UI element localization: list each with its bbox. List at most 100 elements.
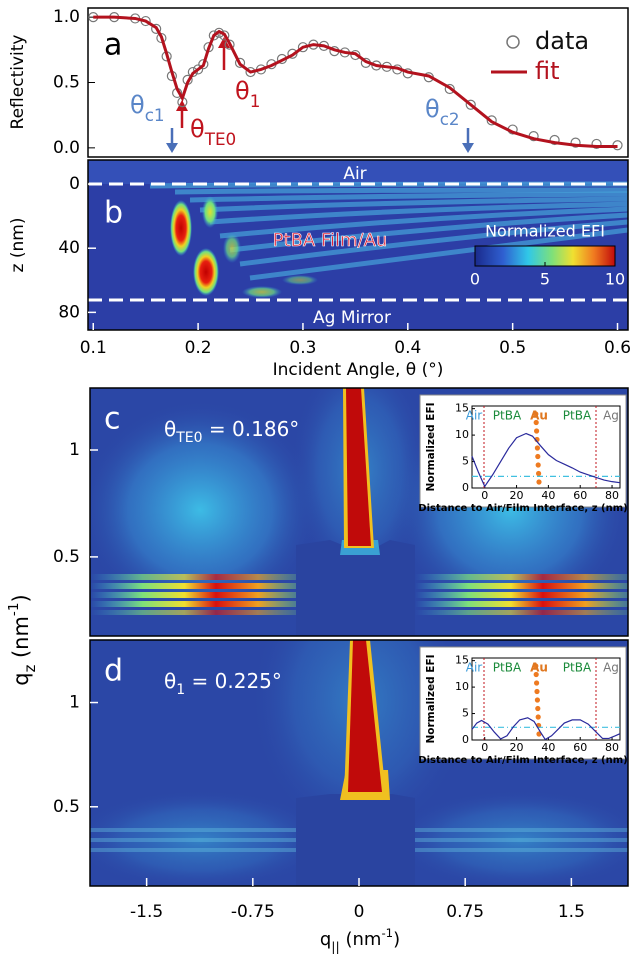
- y-axis-label: qz (nm-1): [6, 594, 39, 686]
- x-tick-label: 0.2: [185, 338, 212, 358]
- annotation: θ1 = 0.225°: [164, 669, 282, 699]
- annotation-part: c1: [145, 105, 165, 125]
- colorbar-tick-label: 0: [470, 270, 480, 289]
- x-tick-label: 1.5: [558, 902, 585, 922]
- au-dot: [535, 714, 541, 720]
- data-point: [591, 138, 602, 150]
- panel-label: d: [104, 654, 123, 689]
- au-dot: [536, 479, 542, 485]
- inset-line: [471, 717, 621, 741]
- x-tick-label: 0.1: [80, 338, 107, 358]
- inset-region-label: PtBA: [563, 661, 592, 675]
- panel-label: b: [104, 196, 123, 231]
- annotation-part: = 0.225°: [185, 669, 282, 693]
- x-tick-label: -0.75: [231, 902, 275, 922]
- x-tick-label: -1.5: [130, 902, 163, 922]
- au-dot: [535, 453, 541, 460]
- data-point: [549, 134, 560, 146]
- inset-frame: [471, 657, 621, 741]
- data-point: [151, 23, 162, 35]
- au-dot: [534, 428, 540, 434]
- inset-region-label: Ag: [603, 409, 619, 423]
- inset-x-label: Distance to Air/Film Interface, z (nm): [418, 755, 627, 766]
- data-point: [570, 137, 581, 148]
- inset-x-tick-label: 60: [573, 741, 587, 754]
- annotation: θTE0: [190, 115, 236, 149]
- y-axis-label-part: -1: [6, 602, 22, 616]
- inset-x-tick-label: 40: [541, 741, 555, 754]
- inset-line: [471, 432, 621, 488]
- x-tick-label: 0.75: [446, 902, 484, 922]
- annotation: θc2: [425, 95, 460, 129]
- y-axis-label-part: q: [9, 672, 33, 685]
- panel-label: a: [104, 28, 122, 63]
- y-tick-label: 0.5: [53, 797, 80, 817]
- data-point: [350, 49, 361, 61]
- colorbar-label: Normalized EFI: [485, 222, 605, 241]
- inset-x-tick-label: 80: [605, 489, 619, 502]
- y-axis-label-part: ): [9, 594, 33, 602]
- y-tick-label: 1: [69, 440, 80, 460]
- inset-y-tick-label: 5: [462, 707, 469, 720]
- x-tick-label: 0.6: [604, 338, 631, 358]
- data-point: [486, 115, 497, 126]
- au-dot: [534, 445, 541, 451]
- au-dot: [536, 470, 542, 477]
- annotation: θc1: [130, 91, 165, 125]
- x-tick-label: 0.3: [289, 338, 316, 358]
- au-dot: [535, 462, 541, 468]
- legend-label: fit: [535, 57, 560, 85]
- data-point: [192, 64, 204, 75]
- annotation-part: θ: [190, 115, 205, 143]
- au-dot: [533, 411, 539, 417]
- inset-y-label: Normalized EFI: [425, 654, 437, 743]
- colorbar-tick-label: 10: [605, 270, 625, 289]
- inset-x-tick-label: 80: [605, 741, 619, 754]
- frame-b: [87, 159, 629, 331]
- y-tick-label: 40: [58, 238, 80, 258]
- inset-y-tick-label: 15: [455, 402, 469, 415]
- inset-y-tick-label: 5: [462, 455, 469, 468]
- annotation-part: TE0: [175, 430, 202, 446]
- inset-x-tick-label: 0: [481, 741, 488, 754]
- legend-label: data: [535, 27, 589, 55]
- x-axis-label-part: ): [393, 929, 400, 950]
- x-tick-label: 0: [354, 902, 365, 922]
- annotation-part: 1: [250, 91, 261, 111]
- data-point: [198, 59, 209, 70]
- region-label: Air: [343, 164, 366, 184]
- x-axis-label-part: q: [320, 929, 331, 950]
- annotation: θTE0 = 0.186°: [164, 417, 299, 447]
- inset-region-label: Air: [466, 661, 483, 675]
- x-axis-label-part: ||: [331, 939, 340, 954]
- annotation: θ1: [235, 77, 260, 111]
- au-dot: [533, 419, 539, 426]
- inset-x-tick-label: 0: [481, 489, 488, 502]
- inset-region-label: Au: [530, 409, 548, 423]
- y-axis-label-part: (nm: [9, 616, 33, 665]
- annotation-part: 1: [176, 682, 185, 698]
- inset-y-tick-label: 15: [455, 654, 469, 667]
- data-point: [287, 48, 298, 59]
- data-point: [234, 57, 246, 68]
- y-tick-label: 0: [69, 174, 80, 194]
- annotation-part: θ: [235, 77, 250, 105]
- inset-y-tick-label: 0: [462, 481, 469, 494]
- inset-y-label: Normalized EFI: [425, 402, 437, 491]
- annotation-part: = 0.186°: [203, 417, 300, 441]
- data-point: [465, 99, 476, 110]
- data-point: [224, 39, 235, 50]
- arrows: [166, 37, 474, 153]
- inset-region-label: Ag: [603, 661, 619, 675]
- heatmap-c: [90, 388, 628, 636]
- y-axis-label-part: z: [22, 664, 39, 672]
- data-point: [187, 66, 198, 78]
- colorbar-tick-label: 5: [540, 270, 550, 289]
- inset-region-label: PtBA: [493, 409, 522, 423]
- inset-x-label: Distance to Air/Film Interface, z (nm): [418, 503, 627, 514]
- annotation-part: TE0: [204, 129, 237, 149]
- x-axis-label: Incident Angle, θ (°): [273, 360, 444, 380]
- inset-x-tick-label: 60: [573, 489, 587, 502]
- y-tick-label: 0.0: [53, 138, 80, 158]
